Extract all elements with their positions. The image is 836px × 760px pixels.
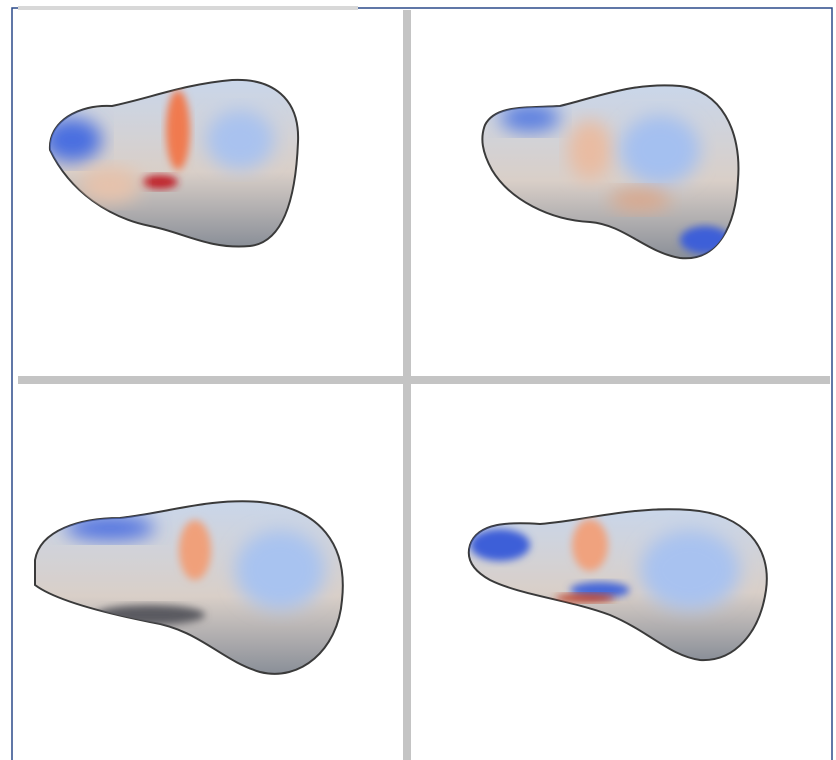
red-patch — [555, 594, 615, 602]
tan-patch — [568, 120, 612, 180]
heat-patches — [49, 90, 274, 203]
heat-patches — [500, 104, 730, 254]
heat-patches — [470, 519, 740, 610]
blue-patch — [235, 530, 325, 610]
blue-patch — [470, 529, 530, 561]
red-patch — [179, 520, 211, 580]
liver-view-2 — [481, 84, 740, 260]
tan-patch — [80, 167, 140, 203]
liver-view-4 — [467, 508, 768, 662]
blue-patch — [49, 118, 102, 162]
top-edge — [18, 6, 358, 10]
blue-patch — [65, 516, 155, 540]
horizontal-divider — [18, 376, 830, 384]
liver-view-3 — [34, 500, 344, 675]
tan-patch — [610, 188, 670, 212]
blue-patch — [640, 530, 740, 610]
red-patch — [572, 519, 608, 571]
blue-patch — [620, 115, 700, 185]
heat-patches — [65, 516, 325, 632]
liver-view-1 — [48, 78, 300, 248]
red-patch — [142, 175, 178, 189]
red-patch — [166, 90, 190, 170]
vertical-divider — [403, 10, 411, 760]
blue-patch — [206, 110, 274, 170]
blue-patch — [500, 104, 560, 132]
